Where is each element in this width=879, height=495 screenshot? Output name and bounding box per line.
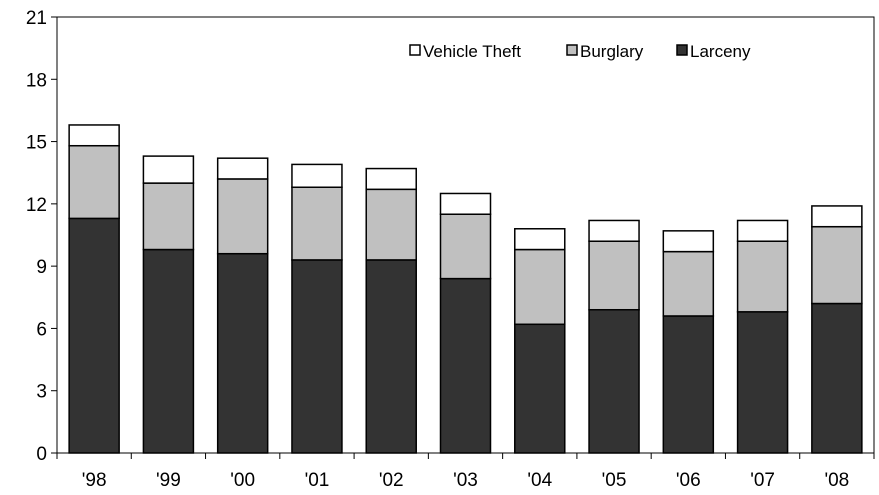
x-tick-label: '00 (230, 470, 255, 491)
bar-segment-larceny (811, 302, 863, 454)
y-tick-label: 6 (36, 319, 47, 340)
bar-segment-vehicle-theft (736, 219, 789, 242)
y-tick-label: 0 (36, 444, 47, 465)
bars (68, 124, 863, 454)
legend-item-vehicle-theft[interactable]: Vehicle Theft (409, 42, 521, 61)
x-tick-label: '02 (379, 470, 404, 491)
bar-segment-larceny (365, 259, 417, 454)
x-axis: '98 '99 '00 '01 '02 '03 '04 '05 '06 '07 '08 (56, 453, 875, 491)
x-tick-label: '99 (156, 470, 181, 491)
bar-segment-burglary (811, 225, 863, 305)
legend-item-larceny[interactable]: Larceny (676, 42, 751, 61)
x-tick-label: '03 (453, 470, 478, 491)
legend-swatch (566, 44, 578, 56)
bar-segment-larceny (439, 277, 492, 454)
y-tick-label: 18 (26, 70, 47, 91)
bar-segment-vehicle-theft (142, 155, 195, 184)
y-tick-label: 21 (26, 8, 47, 29)
x-tick-label: '98 (82, 470, 107, 491)
bar-segment-burglary (736, 240, 789, 313)
x-tick-label: '06 (676, 470, 701, 491)
y-tick-label: 3 (36, 382, 47, 403)
bar-segment-larceny (588, 308, 640, 454)
bar-segment-vehicle-theft (811, 205, 863, 228)
bar-segment-burglary (142, 182, 195, 251)
bar-segment-larceny (142, 248, 195, 454)
bar-segment-burglary (439, 213, 492, 280)
bar-segment-vehicle-theft (662, 230, 715, 253)
legend-item-burglary[interactable]: Burglary (566, 42, 644, 61)
x-tick-label: '05 (602, 470, 627, 491)
y-axis: 0 3 6 9 12 15 18 21 (26, 8, 57, 465)
bar-segment-vehicle-theft (216, 157, 269, 180)
bar-segment-vehicle-theft (588, 219, 640, 242)
bar-segment-vehicle-theft (291, 163, 343, 188)
bar-segment-burglary (588, 240, 640, 311)
x-tick-label: '08 (824, 470, 849, 491)
bar-segment-larceny (68, 217, 120, 454)
legend-swatch (409, 44, 421, 56)
x-tick-label: '07 (750, 470, 775, 491)
bar-segment-larceny (291, 259, 343, 454)
bar-segment-larceny (662, 315, 715, 454)
bar-segment-vehicle-theft (514, 228, 566, 251)
y-tick-label: 15 (26, 133, 47, 154)
y-tick-label: 12 (26, 195, 47, 216)
bar-segment-vehicle-theft (68, 124, 120, 147)
legend[interactable]: Vehicle Theft Burglary Larceny (409, 42, 751, 61)
bar-segment-burglary (662, 250, 715, 317)
bar-segment-larceny (514, 323, 566, 454)
bar-segment-burglary (68, 144, 120, 220)
bar-segment-vehicle-theft (365, 167, 417, 191)
bar-segment-vehicle-theft (439, 192, 492, 215)
bar-segment-larceny (736, 311, 789, 454)
x-tick-label: '04 (527, 470, 552, 491)
bar-segment-larceny (216, 252, 269, 454)
legend-swatch (676, 44, 688, 56)
legend-label: Burglary (580, 42, 644, 61)
y-tick-label: 9 (36, 257, 47, 278)
x-tick-label: '01 (305, 470, 330, 491)
bar-segment-burglary (291, 186, 343, 261)
bar-segment-burglary (216, 178, 269, 255)
legend-label: Vehicle Theft (423, 42, 521, 61)
bar-segment-burglary (365, 188, 417, 261)
legend-label: Larceny (690, 42, 751, 61)
bar-segment-burglary (514, 248, 566, 326)
